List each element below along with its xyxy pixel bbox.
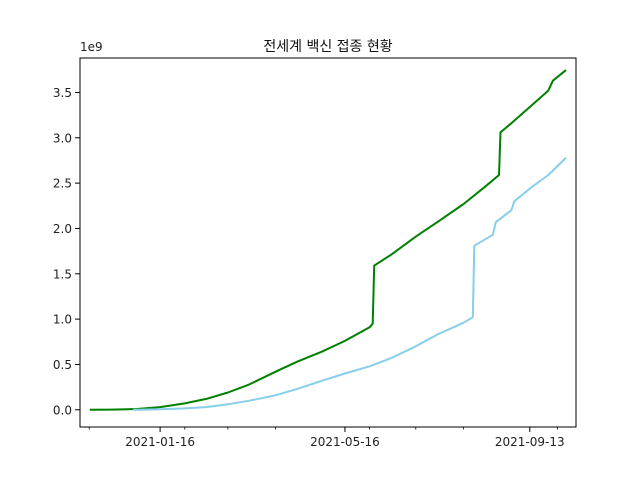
y-axis-multiplier: 1e9 bbox=[80, 40, 103, 54]
plot-area-frame bbox=[79, 57, 577, 428]
y-tick-label-7: 3.0 bbox=[53, 131, 72, 145]
series-line-1 bbox=[89, 69, 567, 411]
x-tick-label-1: 2021-01-16 bbox=[125, 435, 195, 449]
y-tick-label-8: 3.5 bbox=[53, 86, 72, 100]
y-tick-label-6: 2.5 bbox=[53, 177, 72, 191]
x-tick-label-2: 2021-05-16 bbox=[310, 435, 380, 449]
y-tick-label-2: 0.5 bbox=[53, 358, 72, 372]
y-tick-label-1: 0.0 bbox=[53, 403, 72, 417]
chart-title: 전세계 백신 접종 현황 bbox=[263, 39, 392, 55]
series-layer bbox=[89, 69, 567, 411]
y-tick-label-3: 1.0 bbox=[53, 313, 72, 327]
y-tick-label-4: 1.5 bbox=[53, 267, 72, 281]
axes-layer: 2021-01-16 2021-05-16 2021-09-13 0.0 0.5 1.0 1… bbox=[53, 86, 565, 449]
x-tick-label-3: 2021-09-13 bbox=[495, 435, 565, 449]
series-line-2 bbox=[132, 157, 567, 411]
y-tick-label-5: 2.0 bbox=[53, 222, 72, 236]
